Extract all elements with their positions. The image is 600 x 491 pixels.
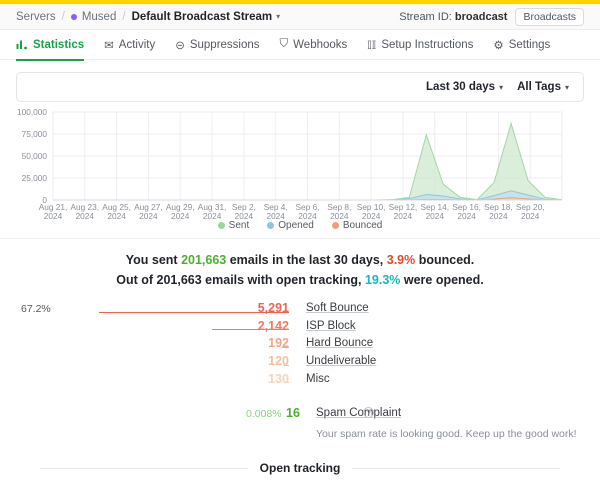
svg-text:50,000: 50,000	[22, 151, 48, 161]
svg-text:75,000: 75,000	[22, 129, 48, 139]
svg-text:25,000: 25,000	[22, 173, 48, 183]
svg-text:Sep 4,2024: Sep 4, 2024	[264, 202, 288, 221]
svg-text:Sep 2,2024: Sep 2, 2024	[232, 202, 256, 221]
svg-text:Sep 8,2024: Sep 8, 2024	[327, 202, 351, 221]
svg-text:Sep 6,2024: Sep 6, 2024	[296, 202, 320, 221]
svg-text:100,000: 100,000	[17, 107, 47, 117]
